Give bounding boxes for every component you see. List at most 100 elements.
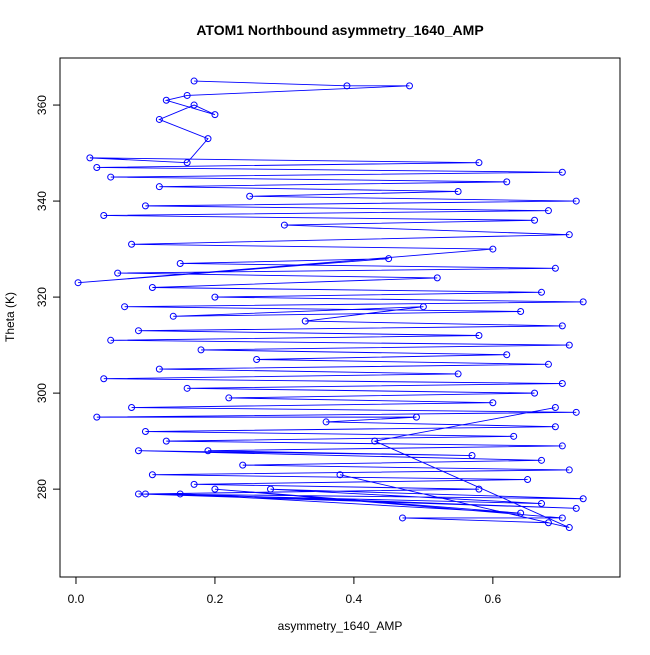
point xyxy=(551,423,559,431)
point xyxy=(336,471,344,479)
point xyxy=(267,485,275,493)
point xyxy=(558,380,566,388)
x-tick-label: 0.2 xyxy=(207,592,224,606)
point xyxy=(399,514,407,522)
point xyxy=(169,312,177,320)
point xyxy=(322,418,330,426)
point xyxy=(155,183,163,191)
x-axis-label: asymmetry_1640_AMP xyxy=(278,619,403,633)
point xyxy=(454,187,462,195)
point xyxy=(253,356,261,364)
x-tick-label: 0.6 xyxy=(485,592,502,606)
point xyxy=(544,360,552,368)
point xyxy=(239,461,247,469)
point xyxy=(176,490,184,498)
point xyxy=(141,428,149,436)
point xyxy=(190,77,198,85)
y-axis-label: Theta (K) xyxy=(3,292,17,342)
point xyxy=(280,221,288,229)
point xyxy=(475,159,483,167)
point xyxy=(489,399,497,407)
y-tick-label: 320 xyxy=(35,287,49,307)
point xyxy=(551,264,559,272)
point xyxy=(225,394,233,402)
point xyxy=(531,389,539,397)
point xyxy=(558,514,566,522)
point xyxy=(551,404,559,412)
chart-title: ATOM1 Northbound asymmetry_1640_AMP xyxy=(196,22,483,38)
point xyxy=(565,341,573,349)
point xyxy=(579,298,587,306)
point xyxy=(135,327,143,335)
point xyxy=(197,346,205,354)
point xyxy=(572,504,580,512)
point xyxy=(371,437,379,445)
point xyxy=(176,259,184,267)
point xyxy=(162,437,170,445)
y-tick-label: 300 xyxy=(35,383,49,403)
point xyxy=(107,173,115,181)
point xyxy=(510,432,518,440)
point xyxy=(204,447,212,455)
plot-frame xyxy=(59,57,621,578)
point xyxy=(162,96,170,104)
point xyxy=(155,115,163,123)
point xyxy=(343,82,351,90)
point xyxy=(211,293,219,301)
point xyxy=(558,168,566,176)
point xyxy=(135,490,143,498)
point xyxy=(135,447,143,455)
point xyxy=(121,303,129,311)
point xyxy=(155,365,163,373)
y-tick-label: 360 xyxy=(35,95,49,115)
point xyxy=(148,471,156,479)
point xyxy=(558,322,566,330)
point xyxy=(537,288,545,296)
point xyxy=(100,211,108,219)
point xyxy=(100,375,108,383)
point xyxy=(468,452,476,460)
point xyxy=(454,370,462,378)
x-tick-label: 0.4 xyxy=(346,592,363,606)
point xyxy=(183,91,191,99)
point xyxy=(405,82,413,90)
series-line xyxy=(78,80,584,528)
point xyxy=(190,480,198,488)
point xyxy=(544,207,552,215)
point xyxy=(572,197,580,205)
point xyxy=(572,408,580,416)
point xyxy=(211,111,219,119)
point xyxy=(148,283,156,291)
point xyxy=(107,336,115,344)
point xyxy=(565,524,573,532)
point xyxy=(385,255,393,263)
point xyxy=(93,413,101,421)
point xyxy=(211,485,219,493)
x-tick-label: 0.0 xyxy=(68,592,85,606)
point xyxy=(517,307,525,315)
point xyxy=(93,163,101,171)
point xyxy=(128,240,136,248)
point xyxy=(419,303,427,311)
point xyxy=(531,216,539,224)
point xyxy=(141,490,149,498)
point xyxy=(190,101,198,109)
point xyxy=(565,231,573,239)
point xyxy=(183,159,191,167)
y-tick-label: 340 xyxy=(35,191,49,211)
point xyxy=(475,485,483,493)
point xyxy=(475,332,483,340)
point xyxy=(565,466,573,474)
point xyxy=(86,154,94,162)
point xyxy=(204,135,212,143)
point xyxy=(412,413,420,421)
point xyxy=(74,279,82,287)
point xyxy=(537,500,545,508)
point xyxy=(579,495,587,503)
point xyxy=(301,317,309,325)
point xyxy=(558,442,566,450)
point xyxy=(524,476,532,484)
point xyxy=(128,404,136,412)
